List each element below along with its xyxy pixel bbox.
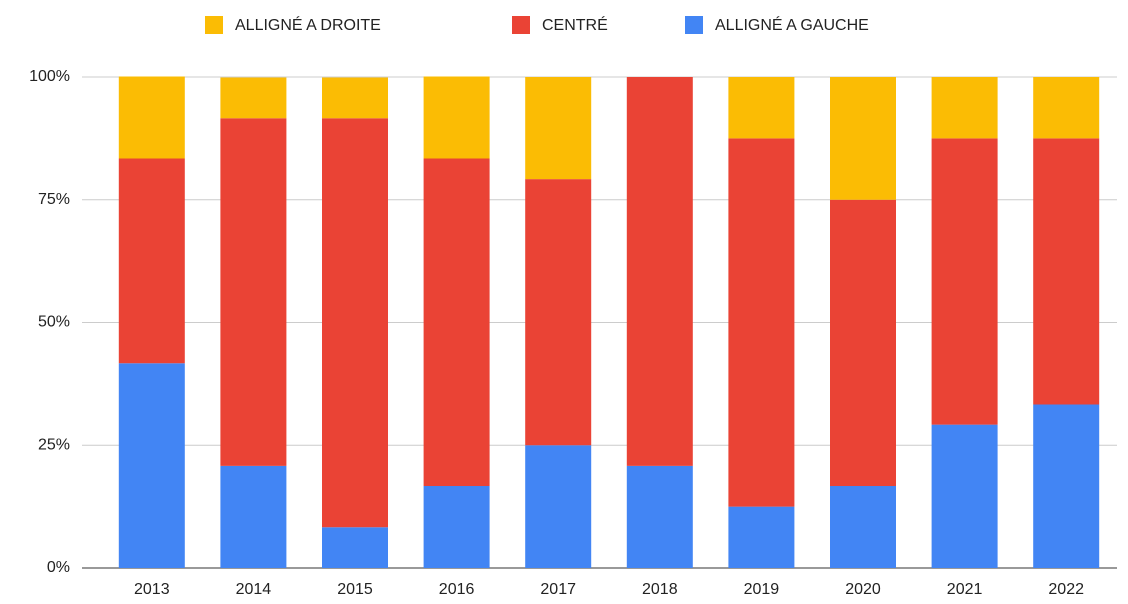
bar-segment bbox=[728, 138, 795, 507]
y-tick-label: 100% bbox=[29, 68, 70, 85]
bar-segment bbox=[626, 465, 693, 568]
bar-segment bbox=[423, 76, 490, 159]
bar-segment bbox=[118, 76, 185, 159]
legend-label: CENTRÉ bbox=[542, 15, 608, 34]
bar-segment bbox=[830, 77, 896, 200]
bar-segment bbox=[525, 445, 592, 568]
bar-segment bbox=[1033, 138, 1100, 405]
x-tick-label: 2016 bbox=[439, 581, 475, 598]
bar-segment bbox=[1033, 77, 1100, 139]
legend-label: ALLIGNÉ A DROITE bbox=[235, 15, 381, 34]
legend-swatch bbox=[205, 16, 223, 34]
bar-segment bbox=[220, 118, 287, 466]
y-tick-label: 75% bbox=[38, 191, 70, 208]
bar-segment bbox=[931, 138, 998, 425]
legend-swatch bbox=[685, 16, 703, 34]
bar-segment bbox=[931, 424, 998, 568]
x-tick-label: 2020 bbox=[845, 581, 881, 598]
bar-segment bbox=[118, 158, 185, 364]
x-tick-label: 2019 bbox=[744, 581, 780, 598]
bar-segment bbox=[220, 77, 287, 119]
bar-segment bbox=[830, 199, 896, 487]
bar-segment bbox=[118, 363, 185, 568]
bar-segment bbox=[728, 506, 795, 568]
x-tick-label: 2014 bbox=[236, 581, 272, 598]
legend-label: ALLIGNÉ A GAUCHE bbox=[715, 15, 869, 34]
bar-segment bbox=[322, 118, 388, 528]
x-tick-label: 2021 bbox=[947, 581, 983, 598]
x-tick-label: 2013 bbox=[134, 581, 170, 598]
bar-segment bbox=[220, 465, 287, 568]
x-tick-label: 2015 bbox=[337, 581, 373, 598]
y-tick-label: 0% bbox=[47, 559, 70, 576]
bar-segment bbox=[728, 77, 795, 139]
bar-segment bbox=[626, 77, 693, 466]
x-tick-label: 2017 bbox=[540, 581, 576, 598]
x-tick-label: 2018 bbox=[642, 581, 678, 598]
bar-segment bbox=[423, 158, 490, 487]
bar-segment bbox=[525, 179, 592, 446]
y-tick-label: 25% bbox=[38, 436, 70, 453]
legend-swatch bbox=[512, 16, 530, 34]
bar-segment bbox=[931, 77, 998, 139]
bar-segment bbox=[525, 77, 592, 180]
bar-segment bbox=[322, 77, 388, 119]
bar-segment bbox=[830, 486, 896, 568]
bar-segment bbox=[322, 527, 388, 568]
bar-segment bbox=[423, 486, 490, 568]
y-tick-label: 50% bbox=[38, 314, 70, 331]
bar-segment bbox=[1033, 404, 1100, 568]
x-tick-label: 2022 bbox=[1048, 581, 1084, 598]
